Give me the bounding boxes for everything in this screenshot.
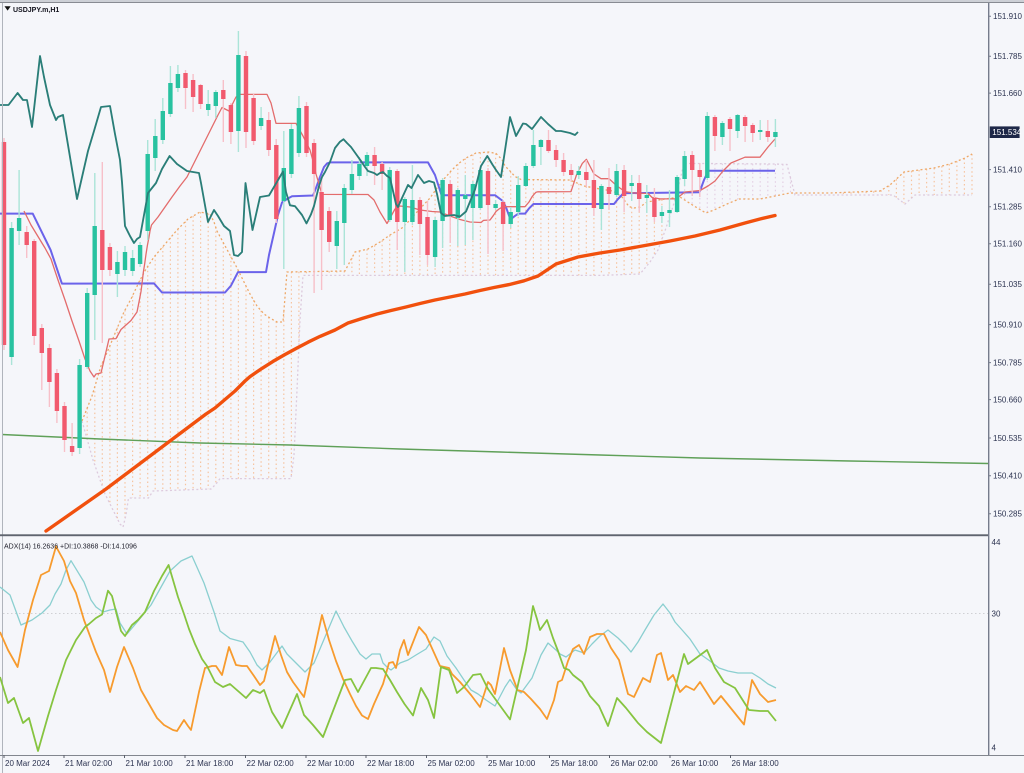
svg-text:151.410: 151.410 (993, 165, 1022, 174)
svg-text:150.410: 150.410 (993, 472, 1022, 481)
svg-text:151.035: 151.035 (993, 280, 1022, 289)
svg-text:21 Mar 02:00: 21 Mar 02:00 (65, 759, 113, 768)
svg-text:150.785: 150.785 (993, 358, 1022, 367)
svg-text:151.285: 151.285 (993, 203, 1022, 212)
svg-text:21 Mar 10:00: 21 Mar 10:00 (126, 759, 174, 768)
svg-text:150.285: 150.285 (993, 510, 1022, 519)
svg-text:25 Mar 18:00: 25 Mar 18:00 (551, 759, 599, 768)
svg-text:22 Mar 02:00: 22 Mar 02:00 (247, 759, 295, 768)
svg-text:4: 4 (992, 743, 997, 752)
svg-text:44: 44 (992, 538, 1001, 547)
svg-text:20 Mar 2024: 20 Mar 2024 (5, 759, 50, 768)
svg-text:22 Mar 18:00: 22 Mar 18:00 (367, 759, 415, 768)
svg-text:151.910: 151.910 (993, 12, 1022, 21)
svg-text:151.785: 151.785 (993, 52, 1022, 61)
svg-text:25 Mar 10:00: 25 Mar 10:00 (488, 759, 536, 768)
svg-text:25 Mar 02:00: 25 Mar 02:00 (428, 759, 476, 768)
svg-text:150.910: 150.910 (993, 320, 1022, 329)
svg-text:26 Mar 02:00: 26 Mar 02:00 (611, 759, 659, 768)
svg-text:151.534: 151.534 (992, 128, 1021, 137)
svg-text:151.160: 151.160 (993, 240, 1022, 249)
svg-text:26 Mar 18:00: 26 Mar 18:00 (732, 759, 780, 768)
svg-text:ADX(14) 16.2636 +DI:10.3868 -D: ADX(14) 16.2636 +DI:10.3868 -DI:14.1096 (4, 544, 137, 551)
svg-text:150.660: 150.660 (993, 395, 1022, 404)
svg-text:150.535: 150.535 (993, 434, 1022, 443)
svg-text:30: 30 (992, 609, 1001, 618)
svg-text:22 Mar 10:00: 22 Mar 10:00 (307, 759, 355, 768)
svg-text:21 Mar 18:00: 21 Mar 18:00 (186, 759, 234, 768)
svg-text:USDJPY.m,H1: USDJPY.m,H1 (13, 7, 59, 14)
svg-text:26 Mar 10:00: 26 Mar 10:00 (671, 759, 719, 768)
svg-text:151.660: 151.660 (993, 89, 1022, 98)
